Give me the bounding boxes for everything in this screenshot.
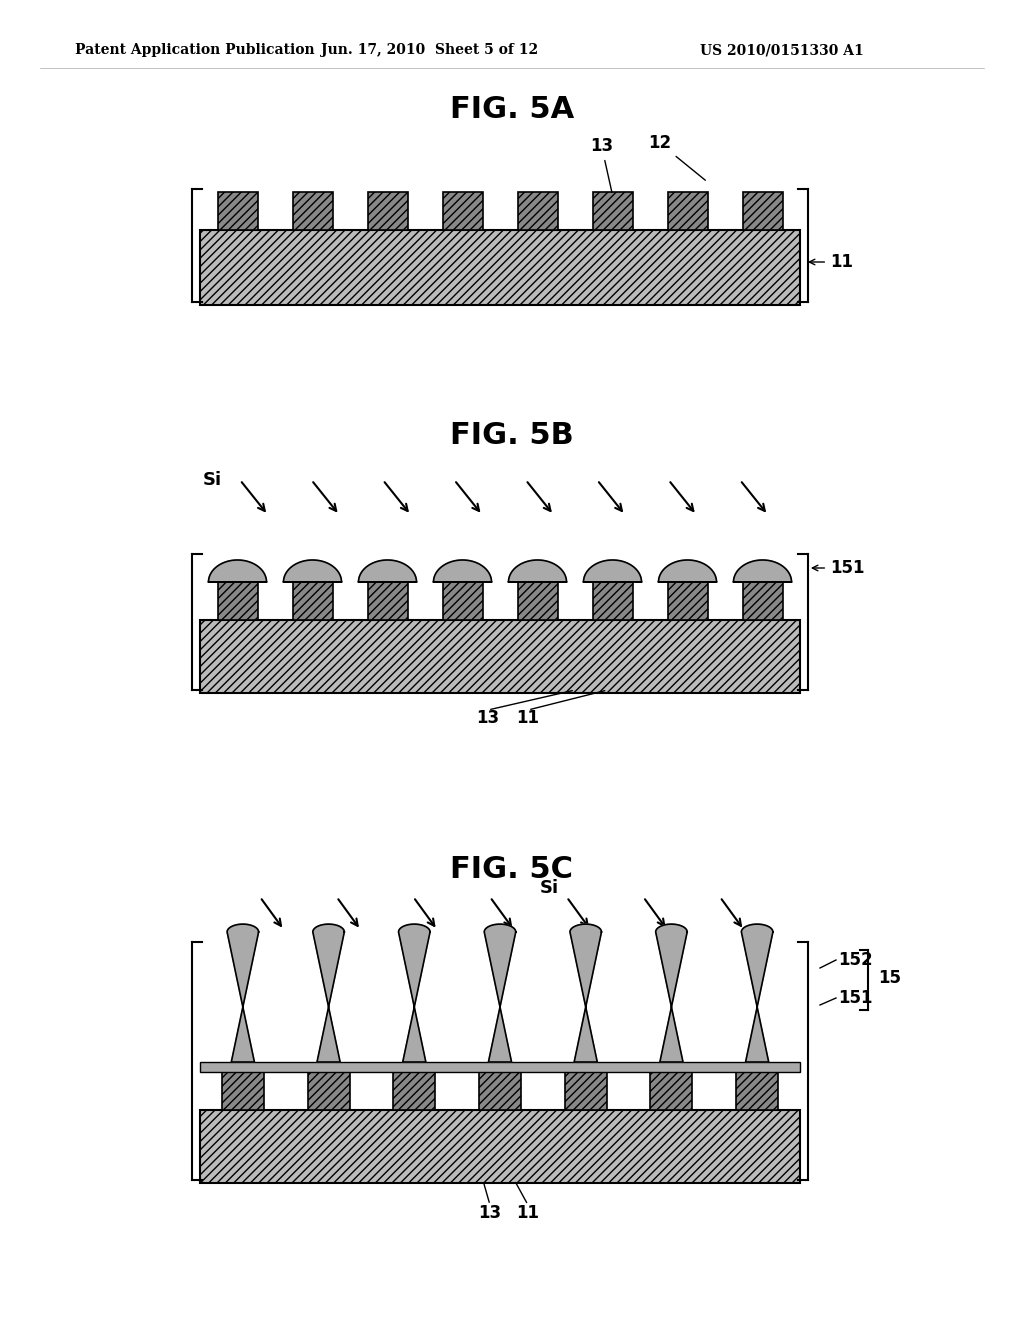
Text: FIG. 5B: FIG. 5B (451, 421, 573, 450)
Polygon shape (584, 560, 641, 582)
Text: 152: 152 (838, 950, 872, 969)
Polygon shape (570, 924, 601, 1063)
Polygon shape (658, 560, 717, 582)
Bar (442, 191, 482, 230)
Bar (293, 582, 333, 620)
Bar (736, 1072, 778, 1110)
Text: 15: 15 (878, 969, 901, 987)
Bar (368, 582, 408, 620)
Polygon shape (484, 924, 516, 1063)
Polygon shape (312, 924, 344, 1063)
Bar (307, 1072, 349, 1110)
Text: 12: 12 (648, 135, 706, 181)
Bar (593, 191, 633, 230)
Bar (517, 191, 557, 230)
Text: 13: 13 (478, 1204, 502, 1222)
Bar (368, 191, 408, 230)
Polygon shape (227, 924, 259, 1063)
Polygon shape (284, 560, 341, 582)
Bar (442, 582, 482, 620)
Polygon shape (509, 560, 566, 582)
Polygon shape (741, 924, 773, 1063)
Text: 13: 13 (476, 709, 500, 727)
Polygon shape (733, 560, 792, 582)
Bar (479, 1072, 521, 1110)
Text: Si: Si (540, 879, 559, 898)
Bar (593, 582, 633, 620)
Text: FIG. 5A: FIG. 5A (450, 95, 574, 124)
Bar (517, 582, 557, 620)
Bar (200, 1063, 800, 1072)
Polygon shape (433, 560, 492, 582)
Text: FIG. 5C: FIG. 5C (451, 855, 573, 884)
Text: 11: 11 (809, 253, 853, 271)
Bar (200, 230, 800, 305)
Bar (668, 191, 708, 230)
Text: 13: 13 (590, 137, 613, 193)
Bar (668, 582, 708, 620)
Text: 151: 151 (838, 989, 872, 1007)
Text: Patent Application Publication: Patent Application Publication (75, 44, 314, 57)
Text: Si: Si (203, 471, 222, 488)
Bar (564, 1072, 606, 1110)
Polygon shape (358, 560, 417, 582)
Text: Jun. 17, 2010  Sheet 5 of 12: Jun. 17, 2010 Sheet 5 of 12 (322, 44, 539, 57)
Bar (222, 1072, 264, 1110)
Text: 11: 11 (516, 709, 540, 727)
Polygon shape (398, 924, 430, 1063)
Polygon shape (209, 560, 266, 582)
Bar (293, 191, 333, 230)
Bar (650, 1072, 692, 1110)
Bar (200, 1110, 800, 1183)
Text: US 2010/0151330 A1: US 2010/0151330 A1 (700, 44, 864, 57)
Bar (393, 1072, 435, 1110)
Text: 11: 11 (516, 1204, 540, 1222)
Polygon shape (655, 924, 687, 1063)
Text: 151: 151 (812, 558, 864, 577)
Bar (742, 191, 782, 230)
Bar (217, 582, 257, 620)
Bar (200, 620, 800, 693)
Bar (742, 582, 782, 620)
Bar (217, 191, 257, 230)
